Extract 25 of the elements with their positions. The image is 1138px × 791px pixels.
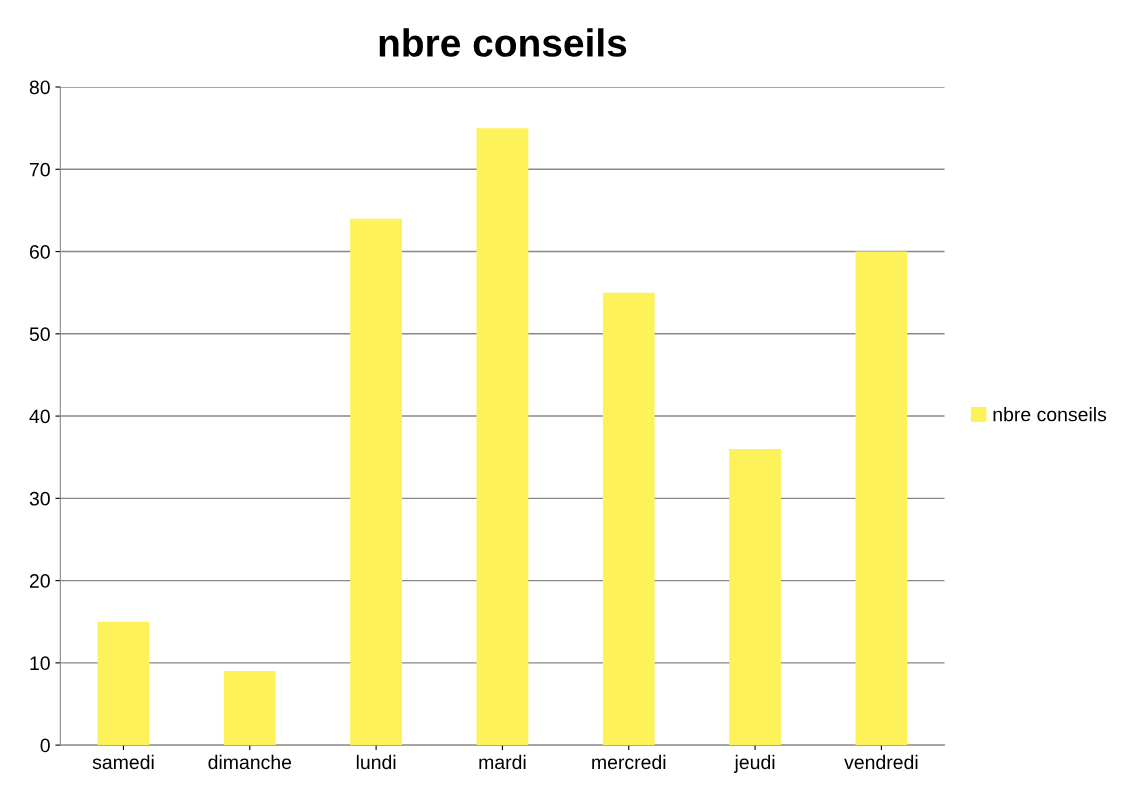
bar (223, 671, 276, 746)
legend-label: nbre conseils (993, 407, 1107, 422)
x-tick-label: lundi (356, 754, 396, 770)
x-tick-label: mercredi (592, 754, 666, 770)
y-tick-label: 60 (29, 245, 50, 259)
y-tick-label: 10 (30, 656, 50, 671)
x-tick-label: vendredi (844, 754, 918, 770)
x-tick-label: dimanche (208, 754, 292, 770)
x-tick-label: mardi (479, 754, 526, 770)
y-tick-label: 20 (29, 574, 50, 588)
y-tick-label: 70 (29, 162, 50, 177)
y-tick-label: 40 (29, 409, 50, 424)
bar (350, 218, 402, 746)
y-tick-label: 0 (40, 738, 50, 753)
chart-title: nbre conseils (379, 28, 627, 57)
y-tick-label: 80 (29, 80, 50, 95)
x-tick-label: samedi (92, 754, 154, 770)
bar (729, 448, 781, 746)
x-tick-label: jeudi (734, 754, 775, 773)
bar (602, 292, 655, 746)
bar (855, 251, 908, 746)
y-tick-label: 30 (29, 491, 50, 506)
bar (476, 128, 529, 746)
y-tick-label: 50 (29, 327, 50, 342)
bar (97, 621, 150, 746)
